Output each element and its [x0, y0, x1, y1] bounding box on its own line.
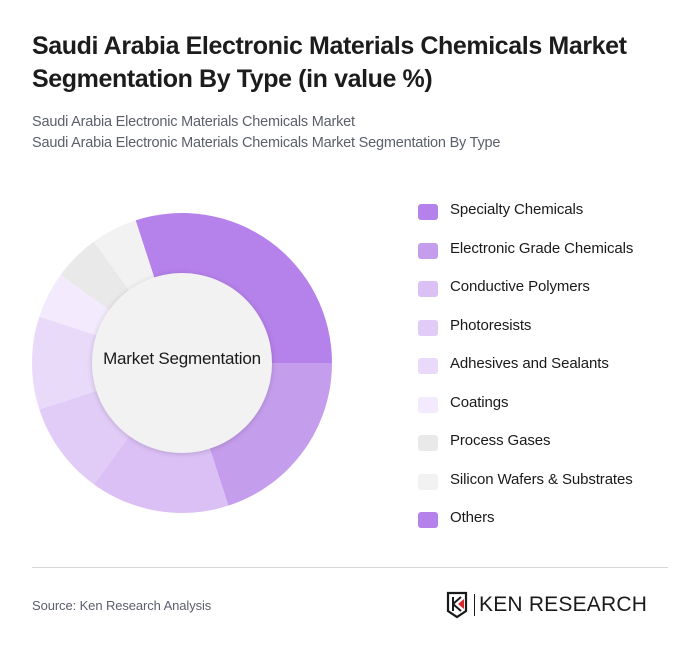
legend-label: Process Gases [450, 432, 551, 449]
legend-item-photoresists[interactable]: Photoresists [418, 315, 633, 354]
legend-item-specialty-chemicals[interactable]: Specialty Chemicals [418, 199, 633, 238]
legend-swatch [418, 396, 438, 413]
logo-text: KEN RESEARCH [479, 593, 648, 616]
chart-subtitle-segmentation: Saudi Arabia Electronic Materials Chemic… [32, 135, 501, 151]
legend-swatch [418, 204, 438, 220]
source-note: Source: Ken Research Analysis [32, 598, 212, 613]
legend-swatch [418, 319, 438, 336]
chart-title: Saudi Arabia Electronic Materials Chemic… [32, 32, 627, 93]
legend-item-adhesives-and-sealants[interactable]: Adhesives and Sealants [418, 353, 633, 392]
legend-label: Others [450, 509, 495, 526]
legend-swatch [418, 358, 438, 374]
logo-separator [474, 594, 475, 616]
legend-label: Coatings [450, 393, 509, 411]
chart-legend: Specialty Chemicals Electronic Grade Che… [418, 199, 633, 546]
donut-center-label: Market Segmentation [103, 349, 261, 368]
ken-research-logo-icon [446, 591, 468, 619]
legend-label: Photoresists [450, 316, 532, 334]
donut-chart [31, 212, 332, 513]
donut-hole [92, 273, 272, 453]
legend-label: Electronic Grade Chemicals [450, 239, 634, 257]
legend-item-process-gases[interactable]: Process Gases [418, 430, 633, 469]
legend-item-others[interactable]: Others [418, 507, 633, 546]
legend-label: Adhesives and Sealants [450, 355, 609, 372]
ken-research-logo: KEN RESEARCH [446, 590, 647, 620]
legend-label: Conductive Polymers [450, 278, 590, 295]
legend-swatch [418, 281, 438, 297]
chart-subtitle-market: Saudi Arabia Electronic Materials Chemic… [32, 114, 355, 130]
legend-label: Silicon Wafers & Substrates [450, 470, 633, 488]
legend-swatch [418, 512, 438, 528]
legend-swatch [418, 435, 438, 451]
legend-label: Specialty Chemicals [450, 201, 584, 218]
legend-item-electronic-grade-chemicals[interactable]: Electronic Grade Chemicals [418, 238, 633, 277]
legend-item-silicon-wafers-substrates[interactable]: Silicon Wafers & Substrates [418, 469, 633, 508]
legend-item-conductive-polymers[interactable]: Conductive Polymers [418, 276, 633, 315]
legend-swatch [418, 473, 438, 490]
footer-divider [32, 567, 668, 568]
legend-swatch [418, 242, 438, 259]
legend-item-coatings[interactable]: Coatings [418, 392, 633, 431]
